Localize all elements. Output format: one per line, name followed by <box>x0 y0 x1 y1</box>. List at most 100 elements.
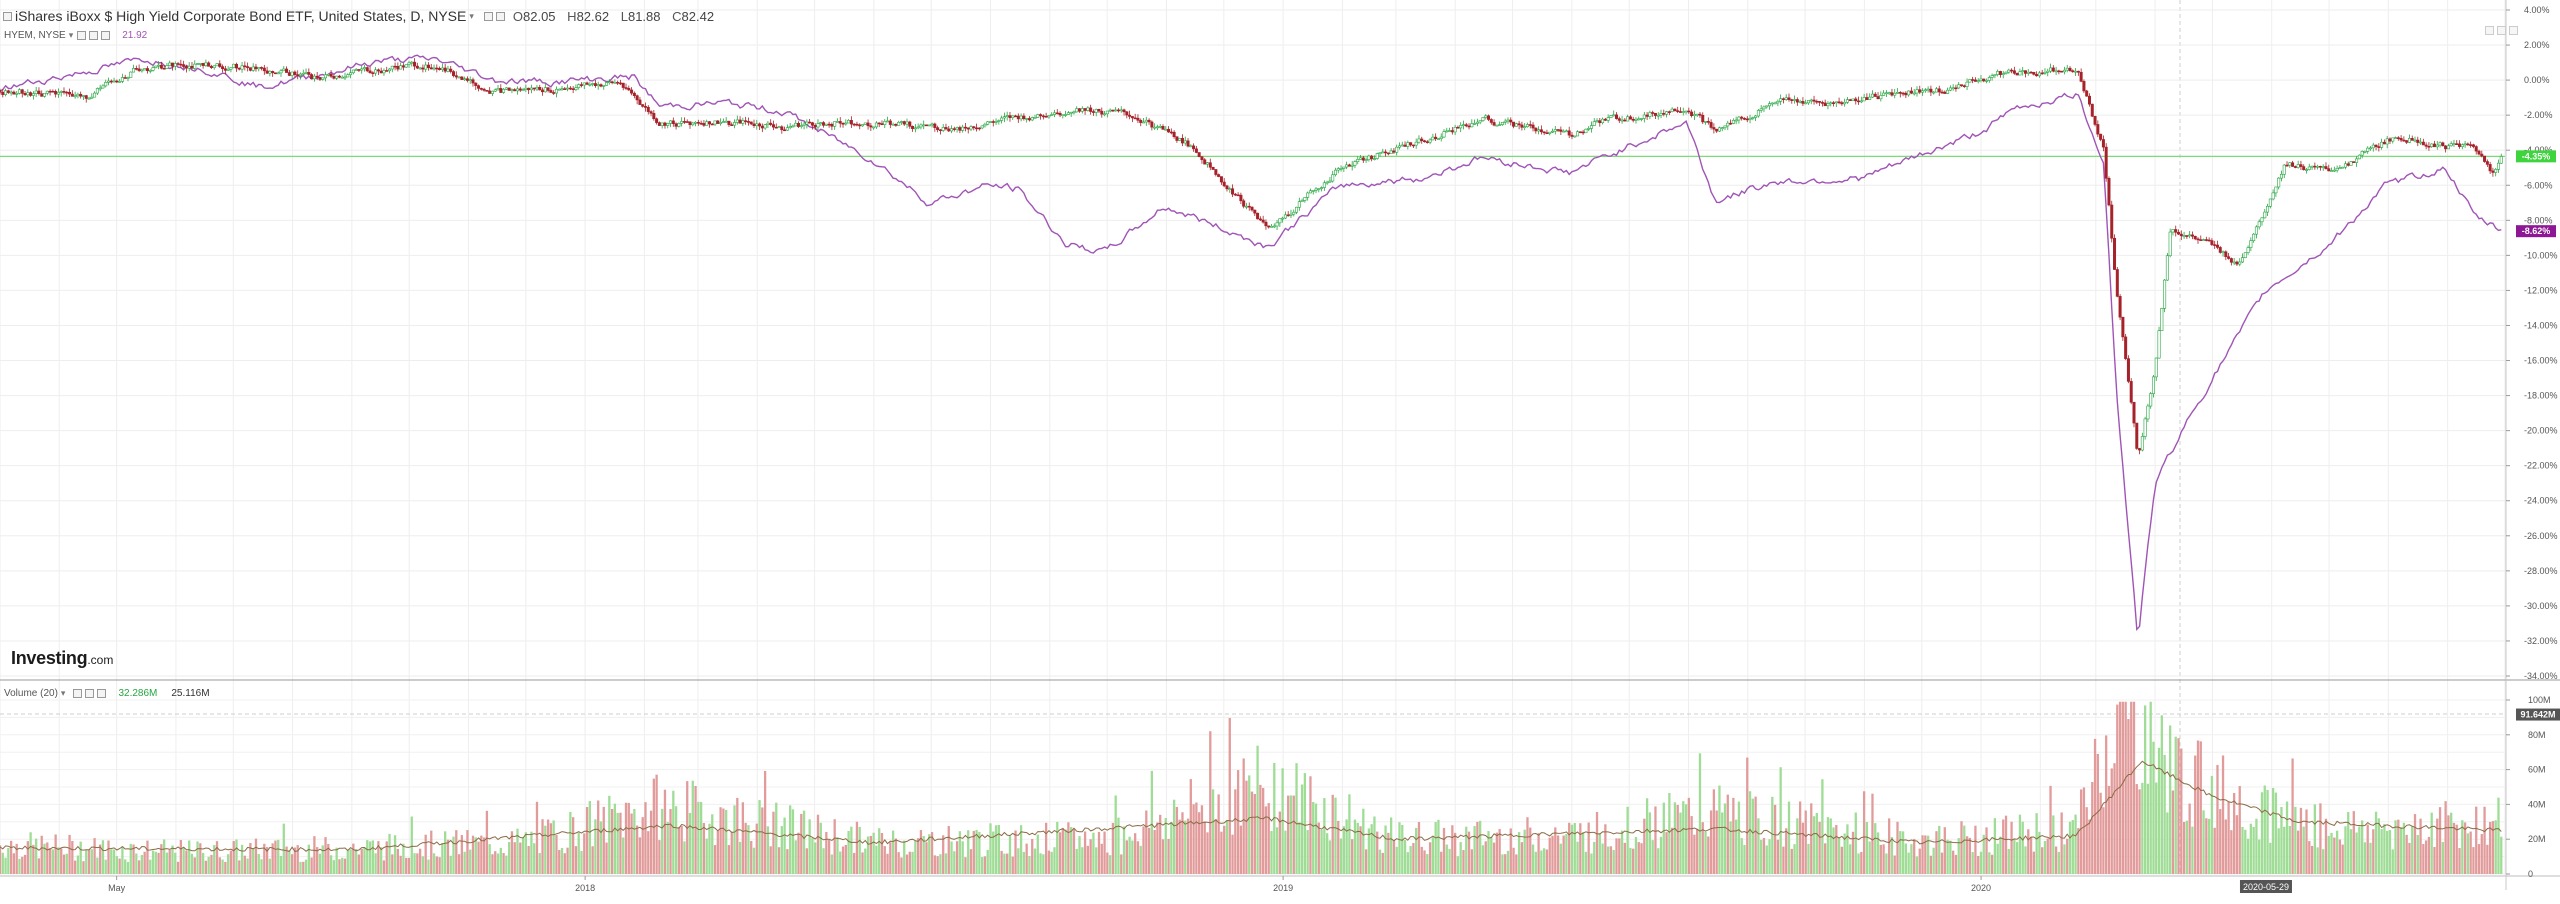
candle-body <box>855 123 859 126</box>
candle-body <box>685 121 689 123</box>
volume-bar <box>1910 844 1913 874</box>
volume-bar <box>572 817 575 874</box>
volume-bar <box>1000 850 1003 874</box>
candle-body <box>1375 153 1379 159</box>
candle-body <box>1425 141 1429 143</box>
remove-volume-icon[interactable] <box>97 688 107 698</box>
candle-body <box>2093 115 2097 125</box>
hide-volume-icon[interactable] <box>73 688 83 698</box>
close-pane-icon[interactable] <box>2509 26 2518 35</box>
volume-settings-icon[interactable] <box>85 688 95 698</box>
volume-bar <box>1796 818 1799 874</box>
candle-body <box>2363 151 2367 153</box>
volume-bar <box>2358 826 2361 874</box>
candle-body <box>1403 144 1407 147</box>
candle-body <box>774 126 778 129</box>
volume-bar <box>2383 823 2386 874</box>
price-tick-label: -6.00% <box>2524 180 2553 190</box>
remove-compare-icon[interactable] <box>101 30 111 40</box>
volume-bars <box>0 701 2503 874</box>
candle-body <box>407 62 411 65</box>
hide-compare-icon[interactable] <box>77 30 87 40</box>
candle-body <box>2087 95 2091 105</box>
volume-bar <box>2054 846 2058 874</box>
volume-bar <box>1025 843 1028 874</box>
candle-body <box>2368 147 2372 150</box>
candle-body <box>1278 218 1282 224</box>
volume-bar <box>869 835 872 874</box>
settings-icon[interactable] <box>495 11 505 21</box>
volume-bar <box>265 847 269 874</box>
volume-title[interactable]: Volume (20) <box>4 687 58 699</box>
chevron-down-icon[interactable]: ▾ <box>469 10 474 21</box>
time-axis[interactable]: May 2018 2019 2020 2020-05-29 <box>108 876 2292 893</box>
candle-body <box>2441 142 2445 147</box>
candle-body <box>2446 145 2450 150</box>
volume-bar <box>129 843 132 874</box>
volume-bar <box>1568 822 1571 874</box>
compare-settings-icon[interactable] <box>89 30 99 40</box>
candle-body <box>2405 140 2409 143</box>
volume-bar <box>2271 787 2275 874</box>
volume-bar <box>252 847 255 874</box>
price-tick-label: -4.00% <box>2524 145 2553 155</box>
volume-bar <box>2497 797 2500 874</box>
hide-series-icon[interactable] <box>483 11 493 21</box>
chevron-down-icon[interactable]: ▾ <box>68 29 74 40</box>
candle-body <box>830 123 834 127</box>
volume-bar <box>2291 758 2294 874</box>
volume-bar <box>51 849 55 874</box>
volume-bar <box>2394 820 2397 874</box>
volume-bar <box>2071 820 2074 874</box>
volume-bar <box>841 846 845 874</box>
volume-bar <box>1381 852 1384 874</box>
candle-body <box>1128 114 1132 117</box>
volume-bar <box>1490 836 1493 874</box>
symbol-title[interactable]: iShares iBoxx $ High Yield Corporate Bon… <box>15 8 467 24</box>
volume-bar <box>1595 811 1599 874</box>
candle-body <box>1898 92 1902 94</box>
volume-bar <box>858 826 861 874</box>
chevron-down-icon[interactable]: ▾ <box>60 687 66 698</box>
candle-body <box>285 68 289 73</box>
volume-bar <box>510 831 514 874</box>
candle-body <box>118 81 122 83</box>
candle-body <box>2427 145 2431 148</box>
volume-bar <box>1609 846 1613 874</box>
candle-body <box>1723 125 1727 129</box>
volume-bar <box>90 849 93 874</box>
volume-value: 32.286M <box>118 687 158 699</box>
volume-bar <box>2107 785 2111 874</box>
price-tick-label: -12.00% <box>2524 285 2558 295</box>
candle-body <box>1025 118 1029 120</box>
maximize-pane-icon[interactable] <box>2485 26 2494 35</box>
collapse-legend-icon[interactable] <box>3 11 12 21</box>
volume-bar <box>2149 701 2152 874</box>
candle-body <box>471 79 475 84</box>
candle-body <box>797 122 801 127</box>
volume-bar <box>1289 795 1293 874</box>
volume-bar <box>914 840 917 874</box>
volume-bar <box>1298 822 1301 874</box>
volume-bar <box>1231 834 1234 874</box>
candle-body <box>1539 129 1543 133</box>
volume-bar <box>1281 768 1284 874</box>
volume-bar <box>1245 780 1248 874</box>
minimize-pane-icon[interactable] <box>2497 26 2506 35</box>
compare-symbol[interactable]: HYEM, NYSE <box>4 29 66 41</box>
candle-body <box>287 72 291 76</box>
candle-body <box>2149 393 2153 407</box>
volume-bar <box>1220 831 1223 874</box>
volume-bar <box>560 847 564 874</box>
volume-bar <box>1167 838 1170 874</box>
volume-bar <box>1893 855 1896 874</box>
volume-bar <box>2205 818 2208 874</box>
price-axis[interactable]: 4.00%2.00%0.00%-2.00%-4.00%-6.00%-8.00%-… <box>2506 5 2558 681</box>
volume-bar <box>93 838 96 874</box>
volume-bar <box>2355 832 2358 874</box>
volume-bar <box>1078 836 1081 874</box>
candle-body <box>326 73 330 76</box>
candle-body <box>2026 71 2030 74</box>
